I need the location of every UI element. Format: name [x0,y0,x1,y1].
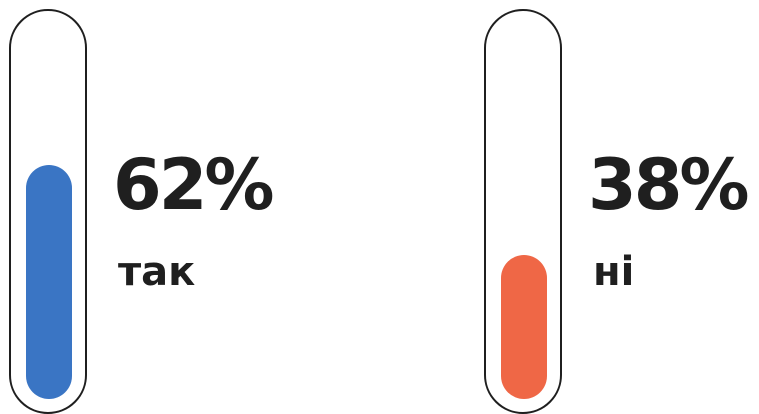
gauge-fill-yes [26,165,72,399]
gauge-yes: 62% так [0,0,380,414]
percent-label-no: 38% [588,144,750,226]
gauge-fill-no [501,255,547,399]
category-label-yes: так [118,249,196,295]
gauge-tube [484,9,562,414]
category-label-no: ні [593,249,635,295]
gauge-no: 38% ні [475,0,759,414]
gauge-tube [9,9,87,414]
percent-label-yes: 62% [113,144,275,226]
